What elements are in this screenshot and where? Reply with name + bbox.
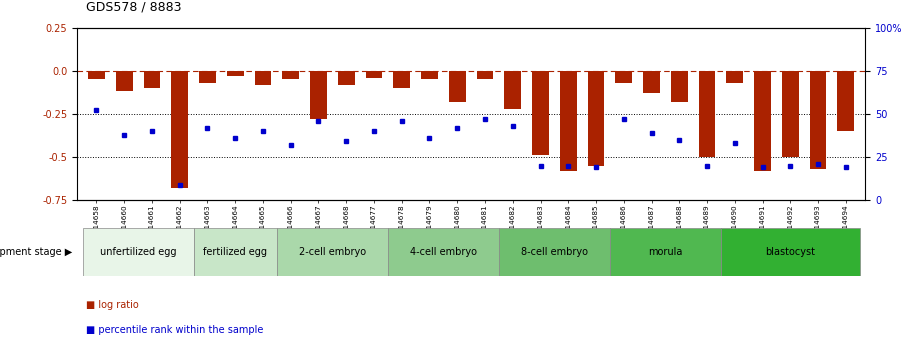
Text: 4-cell embryo: 4-cell embryo	[410, 247, 477, 257]
Bar	[699, 71, 716, 157]
Bar	[366, 71, 382, 78]
Bar	[448, 71, 466, 102]
Bar	[754, 71, 771, 171]
Bar	[277, 228, 388, 276]
Text: GDS578 / 8883: GDS578 / 8883	[86, 1, 181, 14]
Bar	[88, 71, 105, 79]
Text: unfertilized egg: unfertilized egg	[100, 247, 177, 257]
Text: ■ percentile rank within the sample: ■ percentile rank within the sample	[86, 325, 264, 335]
Bar	[393, 71, 410, 88]
Text: morula: morula	[648, 247, 682, 257]
Bar	[810, 71, 826, 169]
Bar	[782, 71, 798, 157]
Bar	[643, 71, 660, 93]
Bar	[560, 71, 576, 171]
Bar	[255, 71, 271, 85]
Bar	[82, 228, 194, 276]
Bar	[171, 71, 188, 188]
Bar	[671, 71, 688, 102]
Bar	[499, 228, 610, 276]
Bar	[505, 71, 521, 109]
Bar	[310, 71, 327, 119]
Bar	[421, 71, 438, 79]
Bar	[116, 71, 132, 91]
Bar	[226, 71, 244, 76]
Text: blastocyst: blastocyst	[766, 247, 815, 257]
Bar	[727, 71, 743, 83]
Text: 8-cell embryo: 8-cell embryo	[521, 247, 588, 257]
Text: fertilized egg: fertilized egg	[203, 247, 267, 257]
Bar	[477, 71, 494, 79]
Bar	[144, 71, 160, 88]
Bar	[532, 71, 549, 155]
Bar	[588, 71, 604, 166]
Bar	[199, 71, 216, 83]
Bar	[338, 71, 354, 85]
Bar	[283, 71, 299, 79]
Text: development stage ▶: development stage ▶	[0, 247, 72, 257]
Text: 2-cell embryo: 2-cell embryo	[299, 247, 366, 257]
Bar	[721, 228, 860, 276]
Bar	[610, 228, 721, 276]
Text: ■ log ratio: ■ log ratio	[86, 300, 139, 310]
Bar	[615, 71, 632, 83]
Bar	[388, 228, 499, 276]
Bar	[837, 71, 854, 131]
Bar	[194, 228, 277, 276]
